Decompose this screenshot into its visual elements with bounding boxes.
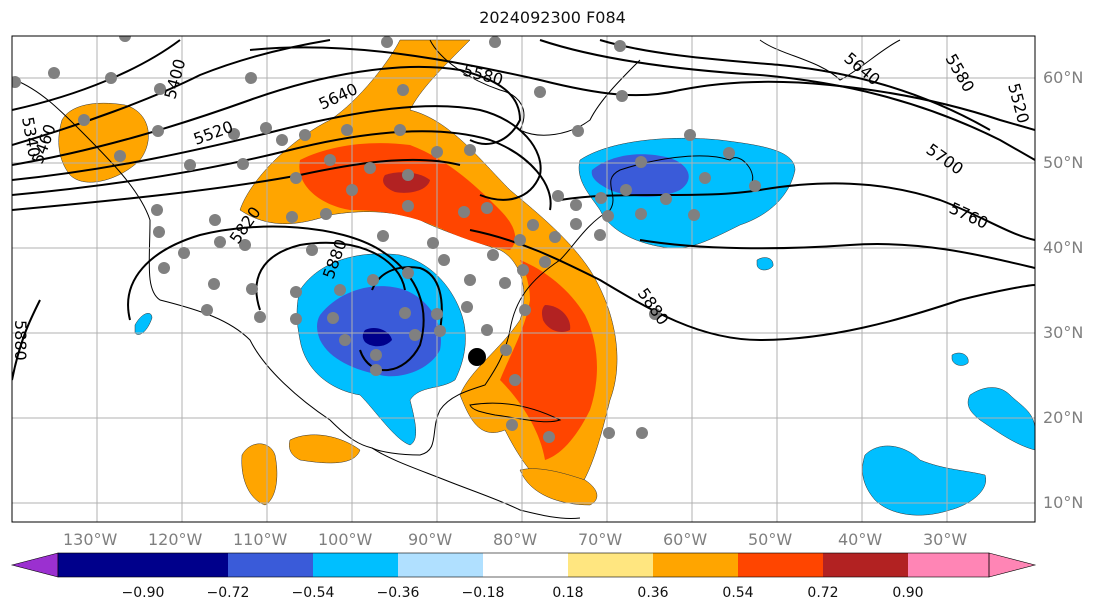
lon-label: 130°W [63, 530, 118, 549]
lon-label: 90°W [408, 530, 453, 549]
lon-label: 30°W [923, 530, 968, 549]
anomaly-darkred-lakes [383, 172, 430, 193]
colorbar-bin [398, 553, 483, 577]
anomaly-orange-mexico2 [289, 434, 361, 464]
colorbar-extend-low [10, 552, 59, 578]
colorbar [10, 552, 1037, 578]
anomaly-orange-caribbean [519, 468, 598, 506]
colorbar-bin [908, 553, 989, 577]
lon-label: 60°W [663, 530, 708, 549]
colorbar-bin [483, 553, 568, 577]
anomaly-lightblue-small3 [134, 313, 153, 335]
contour-label: 5760 [946, 198, 991, 232]
coastline-cuba [469, 402, 562, 423]
lon-label: 120°W [148, 530, 203, 549]
colorbar-bin [653, 553, 738, 577]
colorbar-tick-label: 0.18 [552, 585, 584, 601]
colorbar-tick-label: −0.54 [291, 585, 335, 601]
anomaly-orange-mexico [241, 443, 278, 506]
contour-label: 5520 [191, 117, 236, 149]
colorbar-tick-label: −0.36 [376, 585, 420, 601]
colorbar-bin [568, 553, 653, 577]
colorbar-bin [143, 553, 228, 577]
lat-label: 10°N [1043, 493, 1084, 512]
lat-label: 20°N [1043, 408, 1084, 427]
anomaly-lightblue-small2 [951, 352, 969, 366]
station-markers [12, 36, 761, 443]
map-title: 2024092300 F084 [479, 8, 626, 27]
colorbar-extend-high [988, 552, 1037, 578]
colorbar-tick-label: 0.90 [892, 585, 924, 601]
coastline-central-america [371, 447, 581, 519]
lon-label: 40°W [838, 530, 883, 549]
colorbar-tick-label: 0.36 [637, 585, 669, 601]
lon-label: 100°W [318, 530, 373, 549]
storm-center-marker [468, 348, 486, 366]
colorbar-tick-label: −0.72 [206, 585, 250, 601]
lon-label: 50°W [748, 530, 793, 549]
colorbar-bin [823, 553, 908, 577]
contour-label: 5580 [461, 61, 505, 90]
height-contours [12, 39, 1035, 381]
lon-label: 70°W [578, 530, 623, 549]
anomaly-red-east [500, 260, 597, 460]
plot-frame [11, 35, 1036, 523]
lon-label: 110°W [233, 530, 288, 549]
colorbar-tick-label: −0.18 [461, 585, 505, 601]
contour-label: 5400 [161, 57, 190, 101]
colorbar-tick-label: 0.72 [807, 585, 839, 601]
contour-label: 5700 [923, 140, 967, 179]
colorbar-bin [58, 553, 143, 577]
anomaly-lightblue-atlantic [578, 137, 796, 249]
colorbar-tick-label: 0.54 [722, 585, 754, 601]
anomaly-lightblue-east [862, 445, 986, 516]
anomaly-red-lakes [299, 143, 516, 250]
colorbar-bin [313, 553, 398, 577]
anomaly-lightblue-far-east [967, 387, 1035, 451]
lat-label: 50°N [1043, 153, 1084, 172]
lat-label: 60°N [1043, 68, 1084, 87]
colorbar-tick-label: −0.90 [121, 585, 165, 601]
anomaly-lightblue-small1 [756, 257, 774, 271]
colorbar-bin [228, 553, 313, 577]
lon-label: 80°W [493, 530, 538, 549]
colorbar-bin [738, 553, 823, 577]
anomaly-darkred-east [541, 305, 571, 332]
coastline-hudson [429, 39, 641, 136]
coastline-greenland [759, 39, 901, 81]
contour-label: 5520 [1004, 81, 1033, 125]
lat-label: 40°N [1043, 238, 1084, 257]
anomaly-blue-atlantic [591, 154, 689, 197]
lat-label: 30°N [1043, 323, 1084, 342]
contour-label: 5880 [11, 320, 30, 361]
contour-label: 5880 [634, 284, 673, 328]
colorbar-frame [57, 552, 990, 578]
